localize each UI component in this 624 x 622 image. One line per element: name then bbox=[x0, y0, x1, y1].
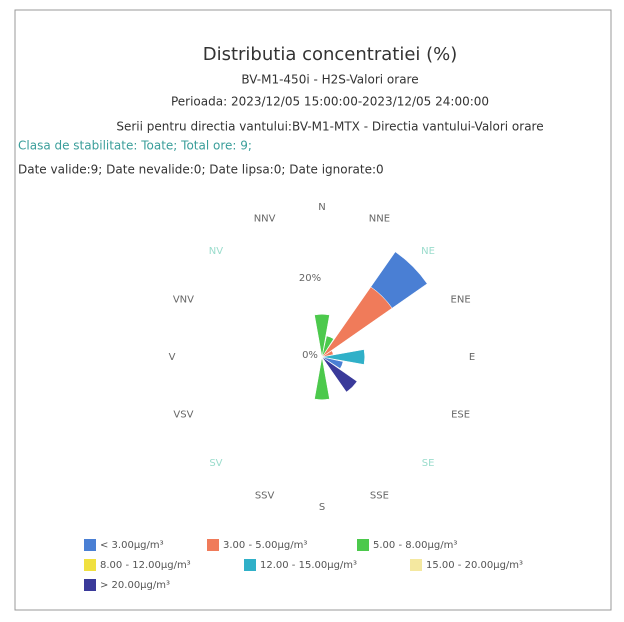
sector bbox=[321, 356, 358, 393]
direction-label: NNV bbox=[254, 213, 276, 224]
direction-label: NE bbox=[421, 246, 435, 257]
sector bbox=[370, 251, 428, 309]
direction-label: V bbox=[169, 352, 176, 363]
legend-swatch bbox=[84, 539, 96, 551]
r-tick-label: 0% bbox=[302, 350, 318, 361]
direction-label: NV bbox=[209, 246, 223, 257]
direction-label: S bbox=[319, 502, 325, 513]
direction-label: NNE bbox=[369, 213, 390, 224]
legend-swatch bbox=[207, 539, 219, 551]
direction-label: SSV bbox=[255, 491, 275, 502]
subtitle: Perioada: 2023/12/05 15:00:00-2023/12/05… bbox=[171, 95, 489, 109]
direction-label: SV bbox=[209, 458, 222, 469]
direction-label: ENE bbox=[451, 295, 471, 306]
legend-swatch bbox=[84, 559, 96, 571]
direction-label: N bbox=[318, 202, 325, 213]
subtitle: BV-M1-450i - H2S-Valori orare bbox=[241, 73, 418, 87]
legend-label: > 20.00µg/m³ bbox=[100, 580, 170, 591]
chart-title: Distributia concentratiei (%) bbox=[203, 44, 458, 65]
direction-label: VSV bbox=[173, 409, 193, 420]
direction-label: SE bbox=[422, 458, 435, 469]
direction-label: ESE bbox=[451, 409, 470, 420]
legend-label: < 3.00µg/m³ bbox=[100, 540, 164, 551]
legend-label: 15.00 - 20.00µg/m³ bbox=[426, 560, 523, 571]
sector bbox=[321, 356, 344, 369]
direction-label: VNV bbox=[173, 295, 194, 306]
r-tick-label: 20% bbox=[299, 273, 321, 284]
legend-label: 5.00 - 8.00µg/m³ bbox=[373, 540, 457, 551]
sector bbox=[314, 356, 330, 400]
legend-label: 12.00 - 15.00µg/m³ bbox=[260, 560, 357, 571]
legend-label: 8.00 - 12.00µg/m³ bbox=[100, 560, 191, 571]
legend-swatch bbox=[410, 559, 422, 571]
sector bbox=[321, 335, 334, 358]
frame bbox=[14, 9, 612, 611]
direction-label: SSE bbox=[370, 491, 389, 502]
legend-swatch bbox=[244, 559, 256, 571]
subtitle: Serii pentru directia vantului:BV-M1-MTX… bbox=[116, 120, 543, 134]
legend-swatch bbox=[357, 539, 369, 551]
sector bbox=[321, 349, 365, 365]
subtitle: Clasa de stabilitate: Toate; Total ore: … bbox=[18, 139, 252, 153]
sector bbox=[314, 314, 330, 358]
legend-swatch bbox=[84, 579, 96, 591]
legend-label: 3.00 - 5.00µg/m³ bbox=[223, 540, 307, 551]
subtitle: Date valide:9; Date nevalide:0; Date lip… bbox=[18, 163, 384, 177]
direction-label: E bbox=[469, 352, 475, 363]
